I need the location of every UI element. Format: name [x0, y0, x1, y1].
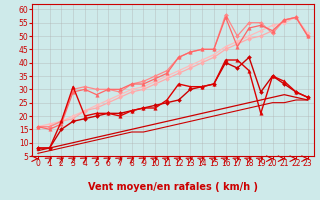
X-axis label: Vent moyen/en rafales ( km/h ): Vent moyen/en rafales ( km/h ) [88, 182, 258, 192]
